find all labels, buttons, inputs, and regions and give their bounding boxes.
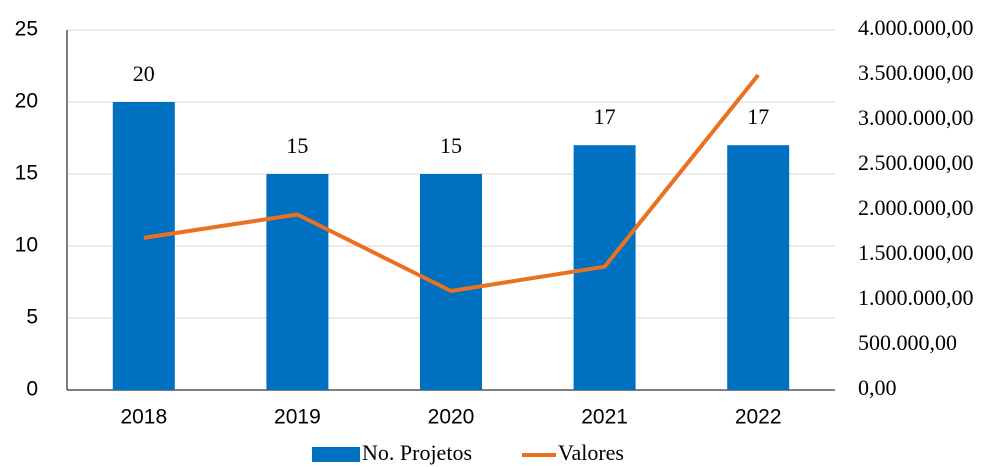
data-label: 15 (440, 133, 462, 158)
y-tick-label: 20 (15, 90, 38, 113)
x-tick-label: 2021 (581, 406, 628, 429)
bar (727, 145, 790, 390)
y-tick-label: 0 (26, 378, 38, 401)
data-label: 15 (286, 133, 308, 158)
y2-tick-label: 3.000.000,00 (858, 105, 974, 130)
y2-tick-label: 3.500.000,00 (858, 60, 974, 85)
y-tick-label: 15 (15, 162, 38, 185)
bar (112, 102, 175, 390)
line (143, 73, 760, 293)
data-label: 20 (133, 61, 155, 86)
x-tick-label: 2019 (274, 406, 321, 429)
y-tick-label: 10 (15, 234, 38, 257)
x-tick-label: 2018 (120, 406, 167, 429)
x-tick-label: 2020 (428, 406, 475, 429)
y2-tick-label: 2.500.000,00 (858, 150, 974, 175)
bar (266, 174, 329, 390)
y2-tick-label: 500.000,00 (858, 330, 957, 355)
y2-tick-label: 4.000.000,00 (858, 15, 974, 40)
data-label: 17 (747, 104, 769, 129)
legend-label: Valores (558, 440, 624, 465)
y2-tick-label: 0,00 (858, 375, 897, 400)
y-tick-label: 5 (26, 306, 38, 329)
data-label: 17 (594, 104, 616, 129)
y2-tick-label: 1.000.000,00 (858, 285, 974, 310)
x-tick-label: 2022 (735, 406, 782, 429)
y2-tick-label: 2.000.000,00 (858, 195, 974, 220)
legend-label: No. Projetos (362, 440, 472, 465)
legend-swatch (312, 447, 360, 462)
y2-tick-label: 1.500.000,00 (858, 240, 974, 265)
y-tick-label: 25 (15, 18, 38, 41)
